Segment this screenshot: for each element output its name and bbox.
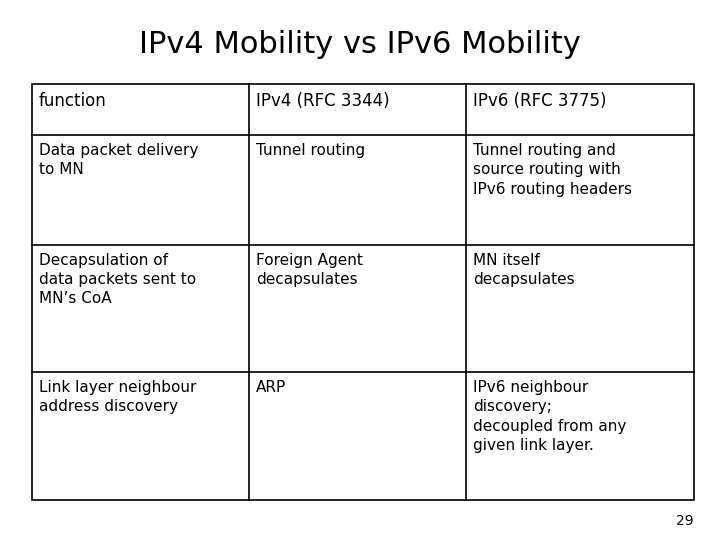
Text: function: function	[39, 92, 107, 110]
Bar	[32, 84, 694, 500]
Text: Foreign Agent
decapsulates: Foreign Agent decapsulates	[256, 253, 363, 287]
Text: Link layer neighbour
address discovery: Link layer neighbour address discovery	[39, 380, 197, 414]
Text: Tunnel routing: Tunnel routing	[256, 143, 365, 158]
Text: Data packet delivery
to MN: Data packet delivery to MN	[39, 143, 198, 178]
Text: IPv6 (RFC 3775): IPv6 (RFC 3775)	[473, 92, 607, 110]
Text: IPv4 Mobility vs IPv6 Mobility: IPv4 Mobility vs IPv6 Mobility	[139, 30, 581, 59]
Text: MN itself
decapsulates: MN itself decapsulates	[473, 253, 575, 287]
Text: IPv4 (RFC 3344): IPv4 (RFC 3344)	[256, 92, 390, 110]
Text: Decapsulation of
data packets sent to
MN’s CoA: Decapsulation of data packets sent to MN…	[39, 253, 196, 306]
Text: IPv6 neighbour
discovery;
decoupled from any
given link layer.: IPv6 neighbour discovery; decoupled from…	[473, 380, 626, 453]
Text: Tunnel routing and
source routing with
IPv6 routing headers: Tunnel routing and source routing with I…	[473, 143, 632, 197]
Text: 29: 29	[677, 514, 694, 528]
Text: ARP: ARP	[256, 380, 287, 395]
